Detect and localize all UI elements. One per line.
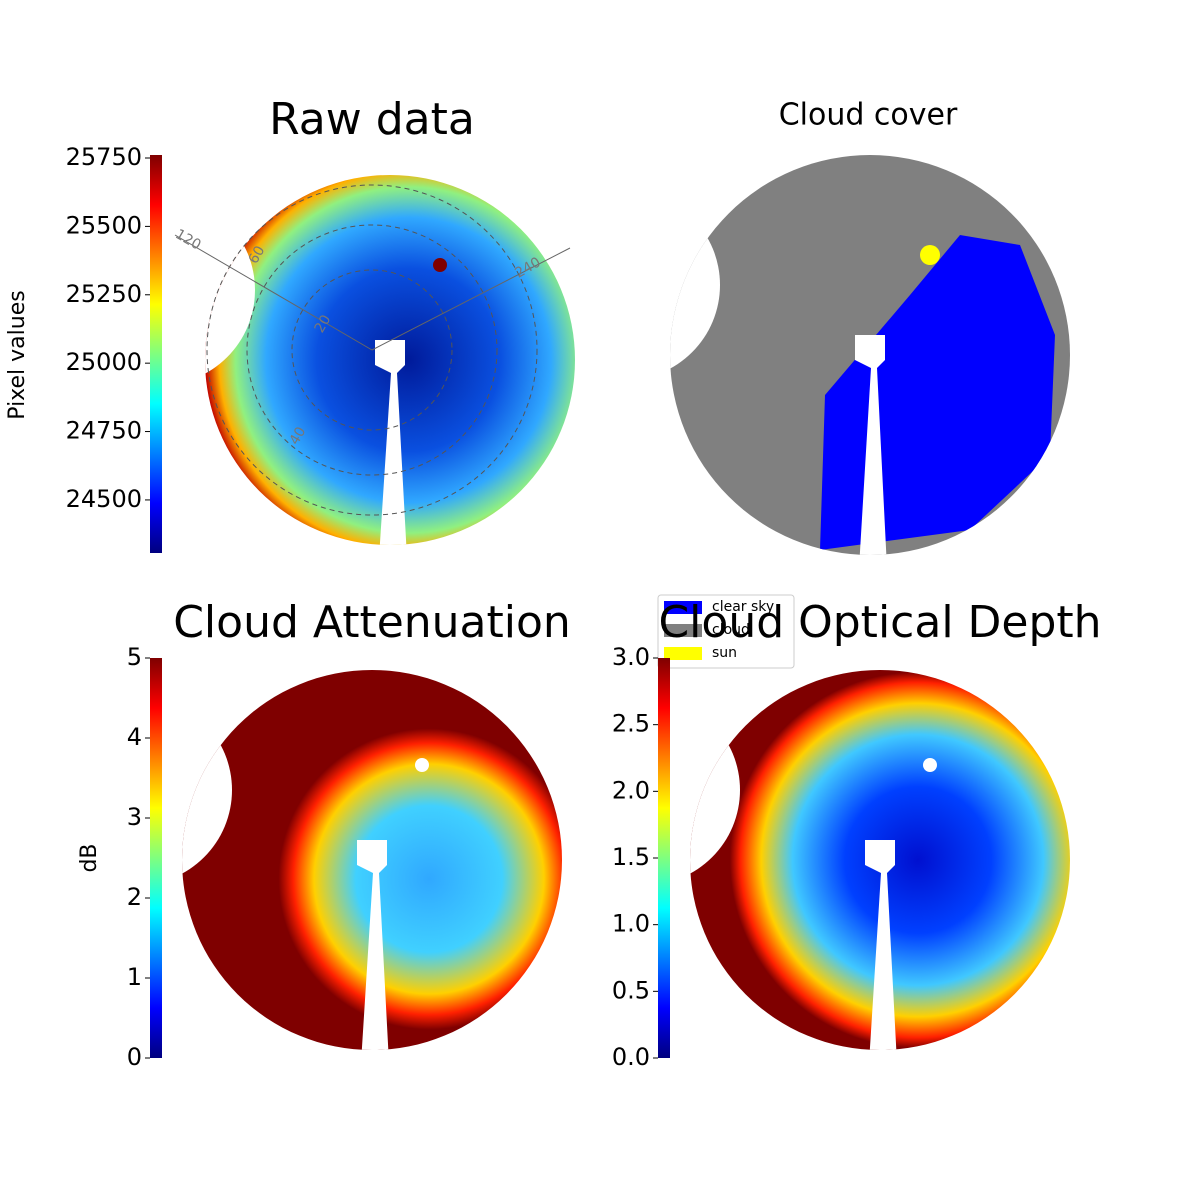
sky-image bbox=[690, 670, 1070, 1050]
colorbar-tick-label: 2.0 bbox=[612, 776, 650, 804]
colorbar bbox=[150, 155, 162, 553]
polar-ring bbox=[291, 269, 453, 431]
sky-image bbox=[182, 670, 562, 1050]
polar-ring bbox=[246, 224, 498, 476]
colorbar-tick-label: 2 bbox=[127, 883, 142, 911]
legend-swatch bbox=[664, 624, 702, 637]
legend-label: cloud bbox=[712, 622, 750, 638]
legend-label: sun bbox=[712, 645, 737, 661]
colorbar-tick-label: 0.0 bbox=[612, 1043, 650, 1071]
camera-arm bbox=[855, 335, 887, 555]
colorbar-tick-label: 25000 bbox=[66, 348, 142, 376]
polar-ring bbox=[206, 184, 538, 516]
sky-layer bbox=[690, 670, 1070, 1050]
colorbar-tick-label: 1 bbox=[127, 963, 142, 991]
colorbar-tick-label: 25750 bbox=[66, 143, 142, 171]
colorbar-tick-label: 1.5 bbox=[612, 843, 650, 871]
colorbar-tick-label: 2.5 bbox=[612, 710, 650, 738]
polar-spoke bbox=[371, 247, 571, 351]
colorbar-label: dB bbox=[77, 843, 102, 872]
colorbar-tick-label: 3 bbox=[127, 803, 142, 831]
polar-label: 60 bbox=[246, 243, 269, 266]
colorbar-tick-label: 25500 bbox=[66, 211, 142, 239]
sun-mask bbox=[433, 258, 447, 272]
colorbar-tick-label: 24500 bbox=[66, 485, 142, 513]
colorbar bbox=[150, 658, 162, 1058]
colorbar-tick-label: 4 bbox=[127, 723, 142, 751]
polar-label: 40 bbox=[287, 424, 310, 447]
polar-grid bbox=[174, 184, 571, 516]
sky-layer bbox=[670, 155, 1070, 555]
sun bbox=[920, 245, 940, 265]
panel-title: Cloud cover bbox=[779, 98, 958, 133]
polar-spoke bbox=[174, 234, 373, 351]
panel-title: Cloud Attenuation bbox=[173, 597, 571, 648]
sun-mask bbox=[923, 758, 937, 772]
colorbar-tick-label: 24750 bbox=[66, 417, 142, 445]
colorbar-tick-label: 5 bbox=[127, 643, 142, 671]
colorbar-label: Pixel values bbox=[5, 290, 30, 419]
sky-image bbox=[670, 155, 1070, 555]
polar-label: 20 bbox=[312, 312, 335, 335]
colorbar-tick-label: 0.5 bbox=[612, 976, 650, 1004]
legend-swatch bbox=[664, 647, 702, 660]
sun-mask bbox=[415, 758, 429, 772]
colorbar-tick-label: 1.0 bbox=[612, 910, 650, 938]
camera-arm bbox=[865, 840, 897, 1050]
panel-title: Cloud Optical Depth bbox=[658, 597, 1101, 648]
panel-title: Raw data bbox=[269, 94, 475, 145]
legend-swatch bbox=[664, 601, 702, 614]
camera-arm bbox=[357, 840, 389, 1050]
colorbar bbox=[658, 658, 670, 1058]
legend-label: clear sky bbox=[712, 599, 774, 615]
colorbar-tick-label: 0 bbox=[127, 1043, 142, 1071]
colorbar-tick-label: 25250 bbox=[66, 280, 142, 308]
colorbar-tick-label: 3.0 bbox=[612, 643, 650, 671]
sky-layer bbox=[182, 670, 562, 1050]
camera-arm bbox=[375, 340, 407, 545]
